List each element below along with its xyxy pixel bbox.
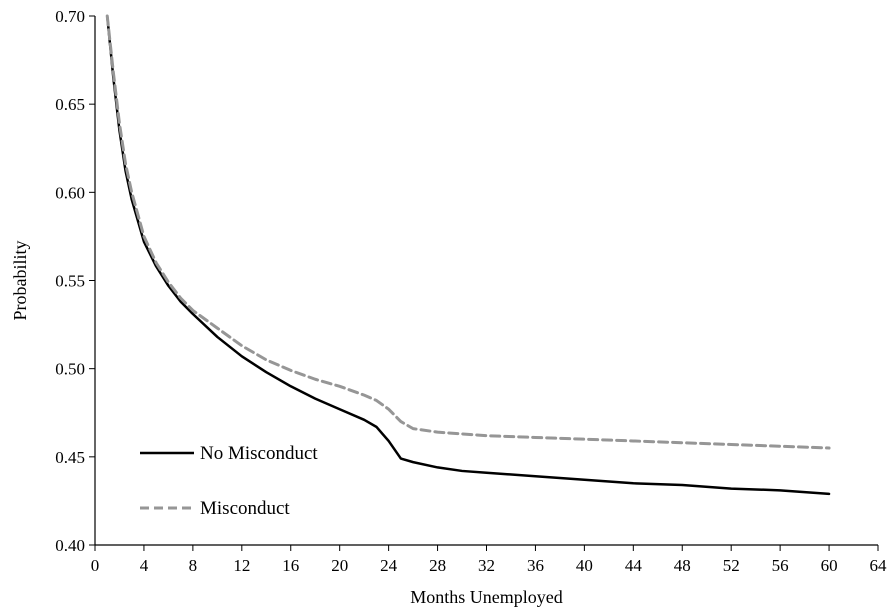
y-tick-label: 0.65 (55, 95, 85, 114)
axes (94, 16, 878, 546)
x-tick-label: 44 (625, 556, 643, 575)
x-tick-label: 48 (674, 556, 691, 575)
x-tick-label: 16 (282, 556, 299, 575)
x-axis-ticks: 0 4 8 12 16 20 24 28 32 36 40 44 48 52 56 60 64 (91, 545, 887, 575)
y-tick-label: 0.50 (55, 360, 85, 379)
y-axis-ticks: 0.40 0.45 0.50 0.55 0.60 0.65 0.70 (55, 7, 95, 555)
x-tick-label: 8 (189, 556, 198, 575)
x-tick-label: 0 (91, 556, 100, 575)
y-tick-label: 0.70 (55, 7, 85, 26)
y-tick-label: 0.55 (55, 272, 85, 291)
y-tick-label: 0.45 (55, 448, 85, 467)
y-tick-label: 0.60 (55, 183, 85, 202)
x-tick-label: 20 (331, 556, 348, 575)
x-tick-label: 12 (233, 556, 250, 575)
x-tick-label: 28 (429, 556, 446, 575)
x-tick-label: 40 (576, 556, 593, 575)
x-tick-label: 4 (140, 556, 149, 575)
x-tick-label: 52 (723, 556, 740, 575)
legend-label-no-misconduct: No Misconduct (200, 443, 318, 464)
legend-item-misconduct: Misconduct (140, 498, 290, 519)
x-axis-title: Months Unemployed (410, 587, 563, 607)
y-tick-label: 0.40 (55, 536, 85, 555)
x-tick-label: 32 (478, 556, 495, 575)
x-tick-label: 64 (870, 556, 888, 575)
y-axis-title: Probability (10, 241, 30, 321)
series-line-no-misconduct (105, 14, 831, 496)
series-layer (105, 14, 831, 496)
x-tick-label: 56 (772, 556, 789, 575)
legend: No Misconduct Misconduct (140, 443, 318, 519)
legend-label-misconduct: Misconduct (200, 498, 290, 519)
series-line-misconduct (105, 14, 831, 450)
x-tick-label: 36 (527, 556, 544, 575)
legend-item-no-misconduct: No Misconduct (140, 443, 318, 464)
x-tick-label: 60 (821, 556, 838, 575)
x-tick-label: 24 (380, 556, 398, 575)
